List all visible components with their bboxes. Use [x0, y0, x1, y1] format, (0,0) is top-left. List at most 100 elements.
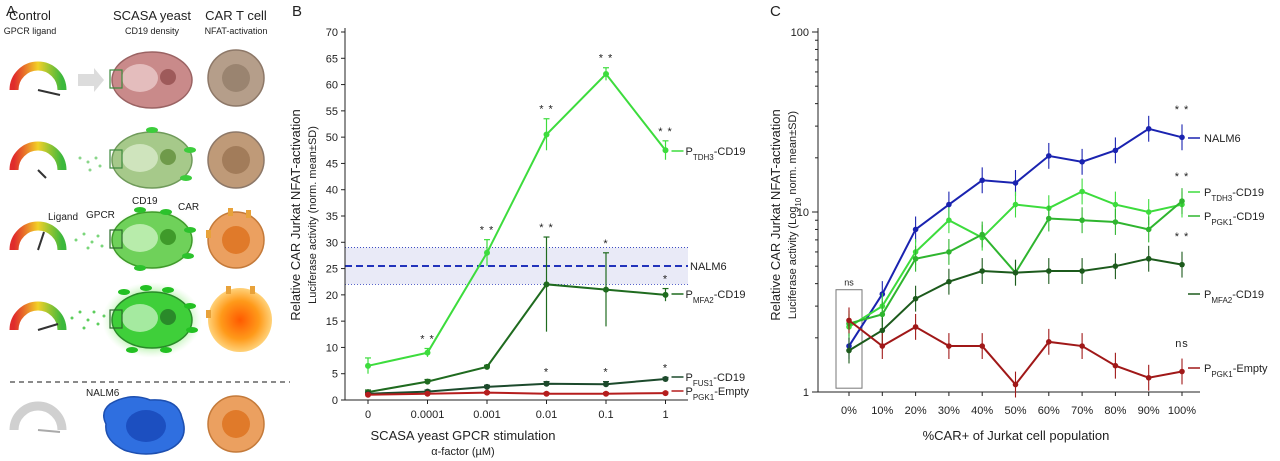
data-point	[1145, 226, 1152, 233]
series-label: PTDH3-CD19	[686, 146, 746, 162]
x-tick-label: 0	[365, 409, 371, 421]
series-label: PMFA2-CD19	[1204, 289, 1264, 305]
data-point	[946, 217, 952, 224]
data-point	[1046, 215, 1052, 222]
data-point	[1179, 368, 1185, 375]
x-tick-label: 70%	[1071, 405, 1093, 417]
y-tick-label: 10	[326, 342, 338, 354]
series-label: PFUS1-CD19	[686, 372, 746, 388]
reference-label: NALM6	[690, 261, 727, 273]
data-point	[1112, 201, 1119, 208]
series-pgk1-empty: ns PPGK1-Empty	[846, 307, 1268, 398]
series-label: PPGK1-Empty	[1204, 363, 1268, 379]
reference-band: NALM6	[345, 247, 727, 285]
significance-marker: * *	[1175, 171, 1190, 183]
y-tick-label: 0	[332, 395, 338, 407]
data-point	[603, 390, 609, 397]
series-group: * ** ** ** ** *PTDH3-CD19* ***PMFA2-CD19…	[365, 53, 750, 402]
header-yeast-sub: CD19 density	[125, 26, 180, 36]
x-tick-label: 80%	[1104, 405, 1126, 417]
ligand-dots	[78, 156, 102, 172]
cd19-label: CD19	[132, 196, 158, 207]
y-tick-label: 25	[326, 264, 338, 276]
data-point	[1112, 362, 1119, 369]
yeast-nucleus	[160, 309, 176, 325]
panel-c-letter: C	[770, 3, 781, 20]
data-point	[1046, 339, 1052, 345]
header-tcell: CAR T cell	[205, 8, 267, 23]
header-tcell-sub: NFAT-activation	[205, 26, 268, 36]
data-point	[1079, 343, 1085, 349]
yeast-vacuole	[122, 64, 158, 92]
series-tdh3-cd19: * ** ** ** ** *PTDH3-CD19	[365, 53, 746, 374]
header-yeast: SCASA yeast	[113, 8, 191, 23]
x-tick-label: 0.0001	[411, 409, 445, 421]
data-point	[946, 249, 952, 255]
series-line	[367, 391, 666, 396]
panel-b-letter: B	[292, 3, 302, 20]
y-tick-label: 20	[326, 290, 338, 302]
y-axis-title: Relative CAR Jurkat NFAT-activation	[768, 109, 783, 320]
label-prefix: P	[686, 289, 693, 301]
yeast-vacuole	[122, 144, 158, 172]
data-point	[1046, 268, 1052, 274]
data-point	[912, 255, 919, 262]
row-5: NALM6	[9, 388, 265, 455]
label-prefix: P	[1204, 289, 1211, 301]
series-label: PMFA2-CD19	[686, 289, 746, 305]
y-tick-label: 55	[326, 106, 338, 118]
data-point	[946, 201, 952, 208]
significance-marker: * *	[420, 333, 435, 345]
data-point	[1145, 209, 1152, 215]
data-point	[979, 343, 985, 349]
label-subscript: MFA2	[693, 296, 714, 305]
x-tick-label: 1	[662, 409, 668, 421]
data-point	[543, 131, 550, 138]
data-point	[603, 286, 609, 293]
gauge-needle	[37, 231, 45, 251]
label-subscript: FUS1	[693, 379, 714, 388]
x-tick-label: 0.001	[473, 409, 501, 421]
gauge-icon	[9, 141, 67, 171]
data-point	[603, 71, 609, 78]
car-label: CAR	[178, 202, 199, 213]
label-subscript: PGK1	[1211, 370, 1233, 379]
data-point	[1145, 374, 1152, 381]
significance-marker: *	[603, 367, 608, 379]
data-point	[662, 147, 669, 154]
data-point	[846, 317, 852, 324]
x-axis-subtitle: α-factor (µM)	[431, 446, 494, 458]
series-line	[367, 283, 666, 394]
significance-marker: * *	[658, 126, 673, 138]
series-mfa2-cd19: * * * * PMFA2-CD19	[365, 222, 746, 396]
data-point	[1012, 201, 1019, 208]
panel-c-chart: C 1 10 100 0% 10% 20% 30% 40% 50% 60% 70% 80% 90% 100…	[768, 3, 1268, 443]
label-suffix: -Empty	[714, 386, 749, 398]
cd19-markers	[134, 207, 196, 271]
series-pgk1-empty: PPGK1-Empty	[365, 386, 750, 402]
y-tick-label: 40	[326, 185, 338, 197]
significance-marker: *	[663, 274, 668, 286]
significance-marker: *	[663, 362, 668, 374]
data-point	[946, 343, 952, 349]
significance-marker: * *	[1175, 104, 1190, 116]
ns-box	[835, 289, 863, 389]
series-label: NALM6	[1204, 133, 1241, 145]
data-point	[662, 390, 669, 397]
tcell-nucleus	[222, 226, 250, 254]
label-subscript: PGK1	[1211, 218, 1233, 227]
data-point	[1179, 134, 1185, 141]
x-axis-title: SCASA yeast GPCR stimulation	[371, 428, 556, 443]
label-suffix: -CD19	[714, 146, 746, 158]
gauge-icon	[9, 61, 67, 91]
data-point	[1179, 261, 1185, 268]
gauge-needle	[37, 89, 61, 96]
data-point	[1012, 269, 1019, 276]
gpcr-icon	[109, 69, 123, 89]
y-tick-label: 15	[326, 316, 338, 328]
axes: 1 10 100 0% 10% 20% 30% 40% 50% 60% 70% 80% 90% 100% n…	[791, 27, 1200, 417]
series-line	[367, 72, 667, 367]
data-point	[879, 327, 886, 334]
cd19-markers	[118, 285, 198, 353]
